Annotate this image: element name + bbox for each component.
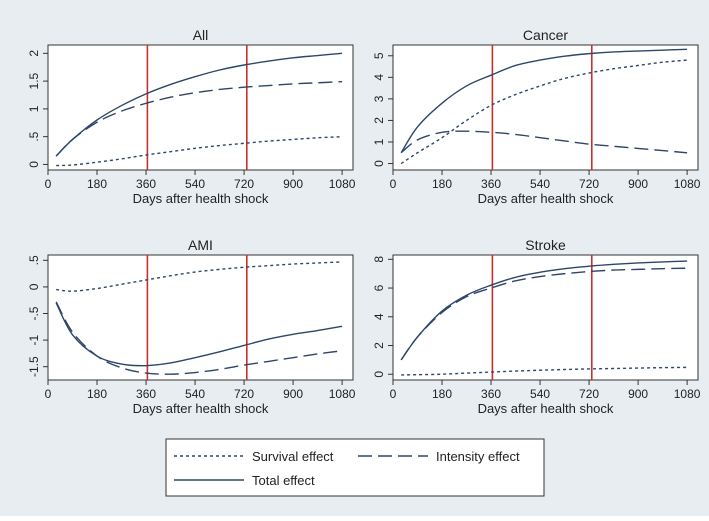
y-tick-label: 0 (372, 371, 386, 378)
series-survival-effect (401, 366, 688, 376)
series-survival-effect (56, 261, 343, 292)
x-tick-label: 720 (579, 387, 599, 401)
series-survival-effect (400, 59, 688, 165)
x-tick-label: 360 (481, 387, 501, 401)
x-axis-title: Days after health shock (133, 191, 269, 206)
y-tick-label: .5 (27, 255, 41, 265)
legend: Survival effect Intensity effect Total eff… (165, 438, 545, 497)
y-tick-label: .5 (27, 131, 41, 141)
x-tick-label: 180 (87, 387, 107, 401)
panel-title: Stroke (525, 237, 566, 253)
x-tick-label: 180 (432, 177, 452, 191)
series-intensity-effect (400, 267, 688, 361)
x-tick-label: 1080 (674, 177, 701, 191)
y-tick-label: 3 (372, 95, 386, 102)
x-tick-label: 540 (185, 387, 205, 401)
x-tick-label: 900 (283, 387, 303, 401)
panel-ami: AMI -1.5 -1 -.5 0 .5 0 180 360 540 720 900 1080 Days … (27, 237, 356, 416)
x-tick-label: 0 (45, 177, 52, 191)
y-tick-label: 1.5 (27, 72, 41, 89)
y-tick-label: 1 (27, 105, 41, 112)
y-tick-label: 0 (27, 283, 41, 290)
x-tick-label: 360 (136, 387, 156, 401)
legend-label: Survival effect (252, 449, 334, 464)
panel-stroke: Stroke 0 2 4 6 8 0 180 360 540 720 900 1080 Days afte… (372, 237, 701, 416)
x-tick-label: 900 (628, 177, 648, 191)
x-tick-label: 180 (87, 177, 107, 191)
x-axis-title: Days after health shock (478, 191, 614, 206)
series-total-effect (400, 48, 688, 154)
plot-area (47, 44, 354, 171)
series-survival-effect (56, 135, 343, 167)
x-tick-label: 720 (234, 177, 254, 191)
y-tick-label: 2 (27, 50, 41, 57)
y-tick-label: 6 (372, 284, 386, 291)
legend-box (165, 438, 545, 497)
plot-area (392, 44, 699, 171)
y-tick-label: 4 (372, 313, 386, 320)
x-tick-label: 540 (530, 177, 550, 191)
x-tick-label: 900 (283, 177, 303, 191)
legend-label: Intensity effect (436, 449, 520, 464)
y-tick-label: 2 (372, 117, 386, 124)
x-tick-label: 720 (579, 177, 599, 191)
x-axis-title: Days after health shock (133, 401, 269, 416)
y-tick-label: 5 (372, 52, 386, 59)
x-tick-label: 540 (530, 387, 550, 401)
series-intensity-effect (400, 130, 688, 154)
x-tick-label: 1080 (329, 177, 356, 191)
y-tick-label: -1 (27, 334, 41, 345)
x-tick-label: 360 (136, 177, 156, 191)
y-tick-label: 4 (372, 74, 386, 81)
x-tick-label: 180 (432, 387, 452, 401)
panel-title: All (193, 27, 209, 43)
panel-all: All 0 .5 1 1.5 2 0 180 360 540 720 900 1080 Days afte… (27, 27, 356, 206)
y-tick-label: 0 (372, 160, 386, 167)
y-tick-label: -.5 (27, 306, 41, 320)
y-tick-label: 0 (27, 161, 41, 168)
y-tick-label: 2 (372, 342, 386, 349)
panel-title: AMI (188, 237, 213, 253)
y-tick-label: -1.5 (27, 356, 41, 377)
x-tick-label: 0 (45, 387, 52, 401)
series-total-effect (400, 260, 688, 361)
x-axis-title: Days after health shock (478, 401, 614, 416)
x-tick-label: 720 (234, 387, 254, 401)
x-tick-label: 1080 (674, 387, 701, 401)
plot-area (392, 254, 699, 381)
series-intensity-effect (55, 80, 343, 157)
x-tick-label: 540 (185, 177, 205, 191)
x-tick-label: 900 (628, 387, 648, 401)
y-tick-label: 8 (372, 256, 386, 263)
x-tick-label: 0 (390, 387, 397, 401)
series-total-effect (55, 302, 343, 367)
panel-title: Cancer (523, 27, 568, 43)
x-tick-label: 0 (390, 177, 397, 191)
panel-cancer: Cancer 0 1 2 3 4 5 0 180 360 540 720 900 1080 Days aft… (372, 27, 701, 206)
legend-label: Total effect (252, 473, 315, 488)
x-tick-label: 360 (481, 177, 501, 191)
x-tick-label: 1080 (329, 387, 356, 401)
series-total-effect (55, 52, 343, 157)
y-tick-label: 1 (372, 138, 386, 145)
plot-area (47, 254, 354, 381)
